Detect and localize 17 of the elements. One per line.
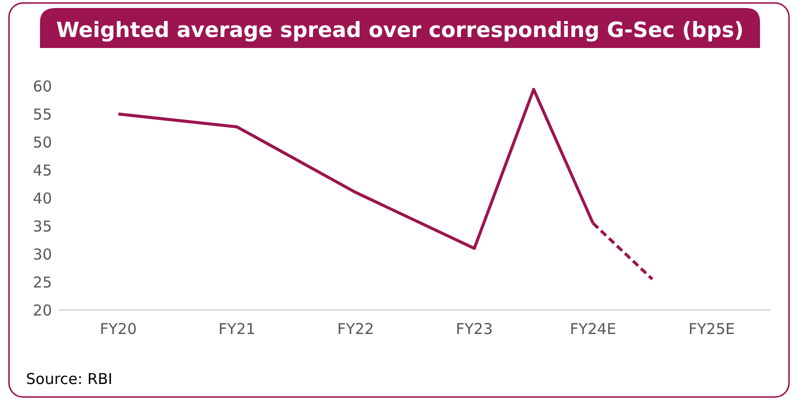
x-tick-label: FY22 — [337, 320, 374, 338]
x-tick-label: FY23 — [456, 320, 493, 338]
y-tick-label: 55 — [32, 105, 52, 124]
y-tick-label: 45 — [32, 161, 52, 180]
x-tick-label: FY24E — [570, 320, 616, 338]
y-tick-label: 30 — [32, 245, 52, 264]
x-tick-label: FY20 — [100, 320, 137, 338]
x-tick-label: FY21 — [218, 320, 256, 338]
x-tick-label: FY25E — [688, 320, 735, 338]
y-tick-label: 25 — [32, 273, 52, 292]
y-tick-label: 40 — [32, 189, 52, 208]
y-tick-label: 50 — [32, 133, 52, 152]
y-tick-label: 60 — [32, 77, 52, 96]
y-tick-label: 20 — [32, 301, 52, 320]
source-note: Source: RBI — [26, 370, 112, 388]
chart-title: Weighted average spread over corresponding G-Sec (bps) — [56, 18, 744, 42]
y-tick-label: 35 — [32, 217, 52, 236]
